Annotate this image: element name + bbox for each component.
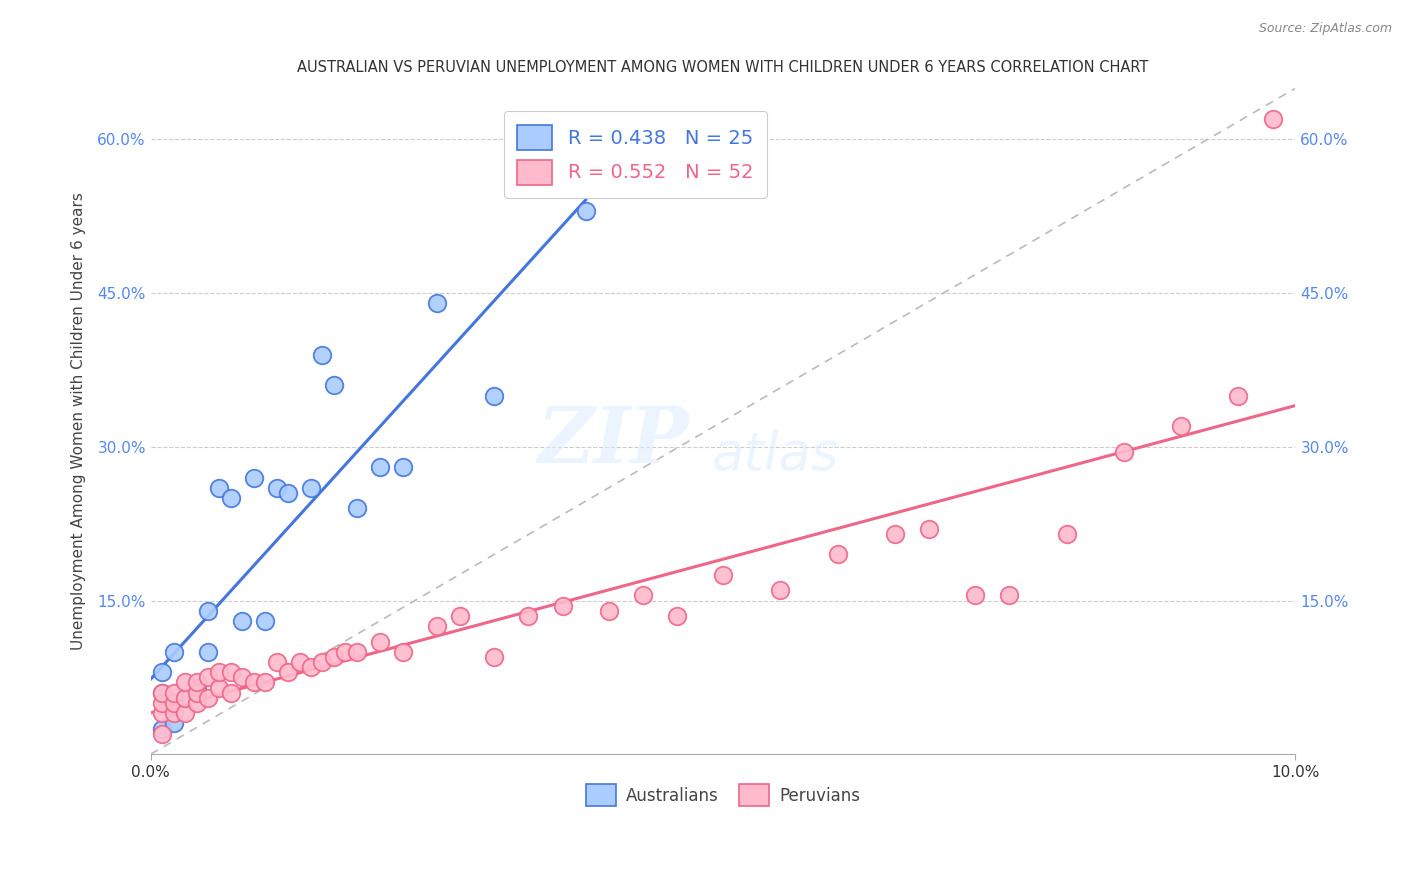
Point <box>208 481 231 495</box>
Point <box>208 681 231 695</box>
Text: ZIP: ZIP <box>537 403 689 480</box>
Point <box>666 608 689 623</box>
Point <box>335 645 357 659</box>
Point <box>391 460 413 475</box>
Point <box>186 696 208 710</box>
Point <box>174 690 197 705</box>
Point <box>551 599 574 613</box>
Point <box>242 470 264 484</box>
Point <box>998 588 1021 602</box>
Point <box>277 486 299 500</box>
Point <box>150 727 173 741</box>
Point <box>449 608 471 623</box>
Point <box>827 548 849 562</box>
Text: Source: ZipAtlas.com: Source: ZipAtlas.com <box>1258 22 1392 36</box>
Point <box>186 686 208 700</box>
Point <box>197 670 219 684</box>
Point <box>883 527 905 541</box>
Point <box>277 665 299 680</box>
Point <box>288 655 311 669</box>
Point <box>1170 419 1192 434</box>
Point <box>219 686 242 700</box>
Point <box>208 665 231 680</box>
Point <box>299 660 322 674</box>
Point <box>1112 445 1135 459</box>
Point <box>426 619 449 633</box>
Point <box>186 681 208 695</box>
Point <box>231 614 253 628</box>
Point <box>150 686 173 700</box>
Point <box>575 204 598 219</box>
Point <box>346 645 368 659</box>
Point <box>368 634 391 648</box>
Point <box>266 481 288 495</box>
Point <box>769 583 792 598</box>
Point <box>174 690 197 705</box>
Point <box>174 675 197 690</box>
Point <box>162 716 184 731</box>
Text: atlas: atlas <box>711 428 839 481</box>
Point <box>150 665 173 680</box>
Point <box>598 604 620 618</box>
Point <box>322 649 344 664</box>
Point <box>1227 389 1250 403</box>
Point <box>162 706 184 721</box>
Point <box>162 696 184 710</box>
Point <box>711 568 734 582</box>
Point <box>311 655 333 669</box>
Point <box>231 670 253 684</box>
Point <box>186 675 208 690</box>
Point <box>150 686 173 700</box>
Y-axis label: Unemployment Among Women with Children Under 6 years: Unemployment Among Women with Children U… <box>72 193 86 650</box>
Point <box>311 348 333 362</box>
Point <box>162 645 184 659</box>
Point <box>242 675 264 690</box>
Legend: Australians, Peruvians: Australians, Peruvians <box>579 778 866 813</box>
Point <box>391 645 413 659</box>
Point <box>482 389 505 403</box>
Point <box>482 649 505 664</box>
Point <box>299 481 322 495</box>
Point <box>517 608 540 623</box>
Point <box>174 706 197 721</box>
Point <box>254 675 277 690</box>
Point <box>368 460 391 475</box>
Point <box>631 588 654 602</box>
Point <box>963 588 986 602</box>
Point <box>150 696 173 710</box>
Point <box>266 655 288 669</box>
Point <box>150 722 173 736</box>
Point <box>219 665 242 680</box>
Point <box>254 614 277 628</box>
Point <box>918 522 941 536</box>
Point <box>322 378 344 392</box>
Point <box>197 645 219 659</box>
Point <box>346 501 368 516</box>
Title: AUSTRALIAN VS PERUVIAN UNEMPLOYMENT AMONG WOMEN WITH CHILDREN UNDER 6 YEARS CORR: AUSTRALIAN VS PERUVIAN UNEMPLOYMENT AMON… <box>298 60 1149 75</box>
Point <box>426 296 449 310</box>
Point <box>197 604 219 618</box>
Point <box>219 491 242 505</box>
Point <box>197 690 219 705</box>
Point <box>150 706 173 721</box>
Point <box>162 686 184 700</box>
Point <box>1056 527 1078 541</box>
Point <box>1261 112 1284 126</box>
